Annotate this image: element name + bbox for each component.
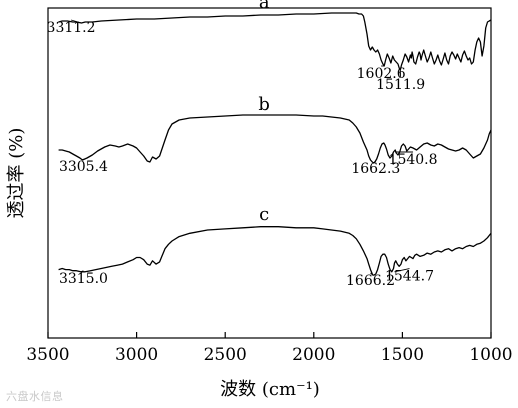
watermark: 六盘水信息 xyxy=(6,390,64,403)
x-tick-label: 3500 xyxy=(26,345,69,365)
x-tick-label: 2000 xyxy=(292,345,335,365)
x-axis-ticks: 3500 3000 2500 2000 1500 1000 xyxy=(26,332,513,365)
x-tick-label: 2500 xyxy=(204,345,247,365)
peak-label: 1544.7 xyxy=(385,269,434,285)
x-tick-label: 1500 xyxy=(381,345,424,365)
peak-label: 3315.0 xyxy=(59,271,108,287)
peak-label: 1602.6 xyxy=(357,66,406,82)
curve-label-b: b xyxy=(258,94,270,115)
annotation-leader xyxy=(80,270,84,273)
peak-label: 3311.2 xyxy=(47,20,96,36)
x-tick-label: 3000 xyxy=(115,345,158,365)
peak-label: 1666.2 xyxy=(346,273,395,289)
series-a-line xyxy=(58,12,492,71)
peak-label: 3305.4 xyxy=(59,159,108,175)
curve-label-c: c xyxy=(259,204,269,225)
plot-frame xyxy=(47,7,492,339)
y-axis-title: 透过率 (%) xyxy=(6,128,27,219)
annotation-leader xyxy=(373,160,377,164)
peak-label: 1540.8 xyxy=(389,152,438,168)
peak-label: 1662.3 xyxy=(351,161,400,177)
annotation-leader xyxy=(370,272,374,276)
annotation-leader xyxy=(394,268,410,273)
annotation-leader xyxy=(70,19,82,24)
x-tick-label: 1000 xyxy=(469,345,512,365)
series-b-line xyxy=(58,114,492,164)
curve-labels: a b c xyxy=(258,0,270,225)
peak-label: 1511.9 xyxy=(376,77,425,93)
x-axis-title: 波数 (cm⁻¹) xyxy=(220,379,320,400)
curve-label-a: a xyxy=(259,0,270,13)
annotation-leader xyxy=(82,158,84,161)
spectra-traces xyxy=(58,12,492,276)
